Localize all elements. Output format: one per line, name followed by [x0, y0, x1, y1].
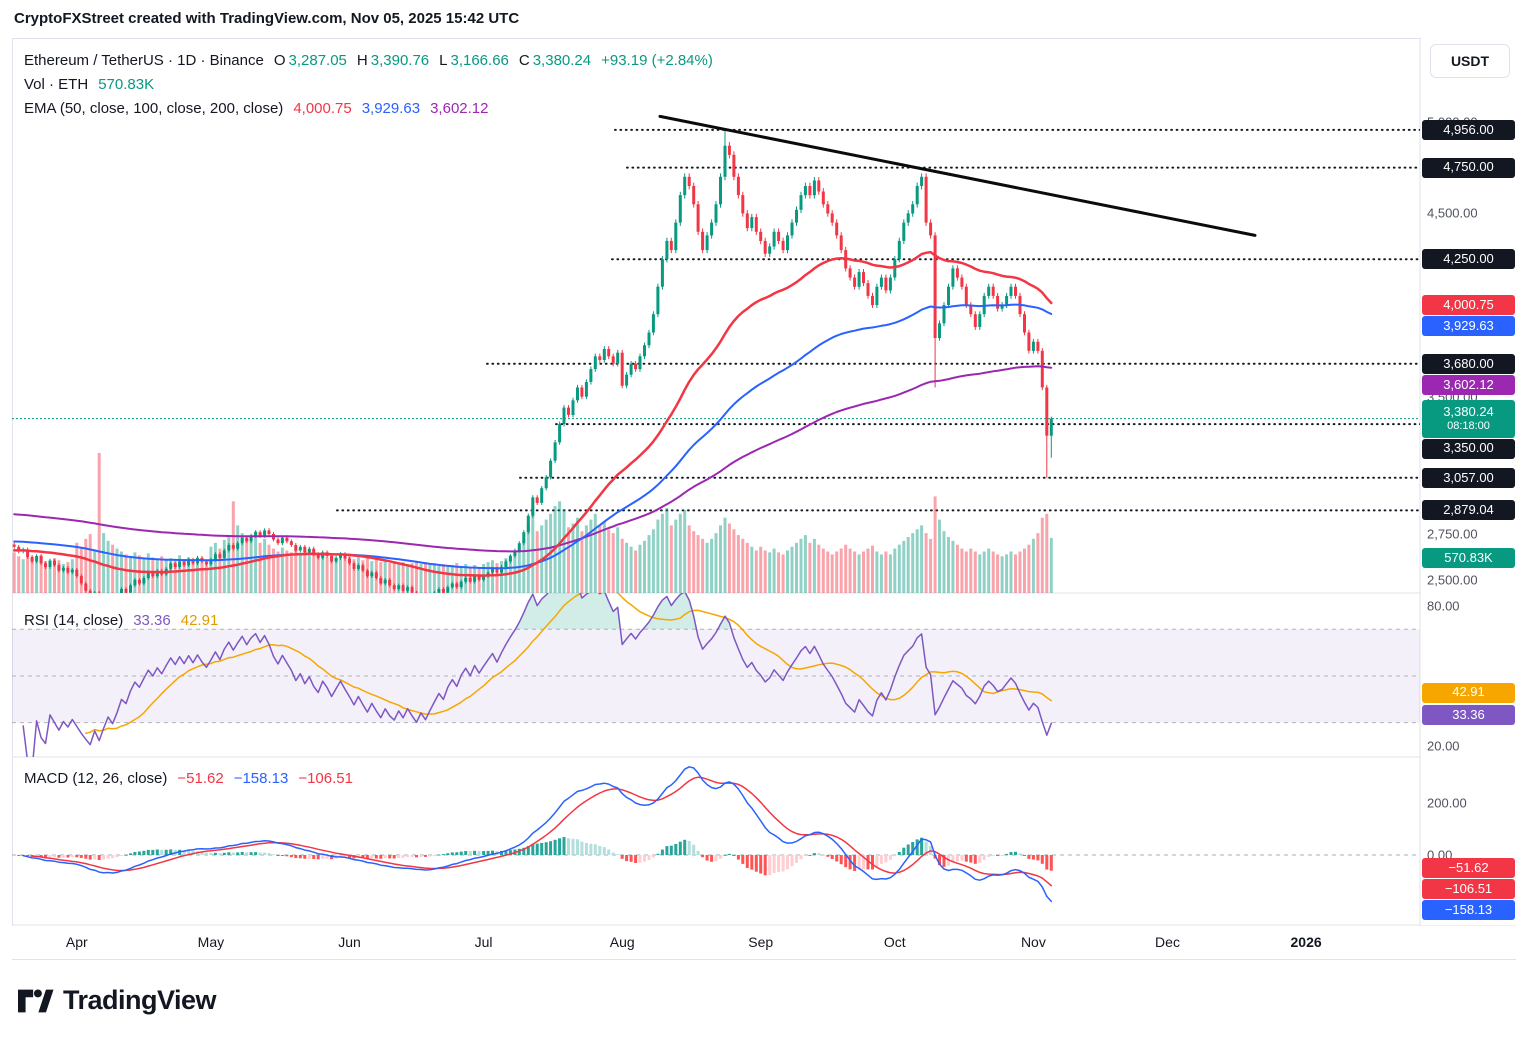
price-badge: 4,956.00: [1422, 119, 1515, 140]
macd-signal-value: −106.51: [298, 769, 353, 787]
time-axis-label: May: [197, 934, 225, 950]
time-axis-label: Apr: [65, 934, 88, 950]
change-value: +93.19 (+2.84%): [601, 51, 713, 69]
attribution-bar: CryptoFXStreet created with TradingView.…: [14, 10, 519, 27]
close-value: 3,380.24: [532, 51, 592, 69]
ema-row: EMA (50, close, 100, close, 200, close) …: [24, 96, 713, 120]
macd-badge: −106.51: [1422, 879, 1515, 900]
time-axis-label: Sep: [748, 934, 774, 950]
attribution-text: CryptoFXStreet created with TradingView.…: [14, 10, 520, 27]
volume-value: 570.83K: [98, 75, 155, 93]
macd-label: MACD (12, 26, close): [24, 769, 168, 787]
rsi-line: [22, 593, 1053, 757]
rsi-overbought-fill: [23, 593, 1052, 630]
time-axis-label: 2026: [1290, 934, 1322, 950]
tradingview-wordmark[interactable]: TradingView: [63, 985, 217, 1015]
rsi-label: RSI (14, close): [24, 611, 124, 629]
time-axis-label: Jun: [338, 934, 361, 950]
high-label: H: [356, 51, 368, 69]
price-axis-label: 2,750.00: [1427, 526, 1478, 542]
ema-label: EMA (50, close, 100, close, 200, close): [24, 99, 284, 117]
ema50-value: 4,000.75: [293, 99, 352, 117]
symbol-legend: Ethereum / TetherUS · 1D · Binance O 3,28…: [24, 48, 713, 120]
volume-label: Vol · ETH: [24, 75, 89, 93]
open-label: O: [273, 51, 286, 69]
price-axis-label: 2,500.00: [1427, 572, 1478, 588]
price-badge: 3,680.00: [1422, 353, 1515, 374]
rsi-axis-label: 20.00: [1427, 738, 1460, 754]
price-badge: 4,000.75: [1422, 294, 1515, 315]
rsi-value: 33.36: [133, 611, 171, 629]
price-badge: 3,057.00: [1422, 467, 1515, 488]
ema100-value: 3,929.63: [361, 99, 421, 117]
time-axis-label: Aug: [609, 934, 635, 950]
macd-histogram: [17, 837, 1053, 876]
symbol-title[interactable]: Ethereum / TetherUS · 1D · Binance: [24, 51, 264, 69]
time-axis-label: Dec: [1155, 934, 1180, 950]
price-badge: 3,602.12: [1422, 374, 1515, 395]
time-axis-label: Oct: [883, 934, 906, 950]
rsi-axis-label: 80.00: [1427, 598, 1460, 614]
footer: TradingView: [18, 985, 217, 1016]
candlestick-series: [12, 129, 1053, 593]
time-axis-label: Jul: [474, 934, 493, 950]
chart-border: [12, 38, 1516, 960]
ema200-line: [13, 365, 1053, 553]
price-badge: 3,380.24 08:18:00: [1422, 399, 1515, 438]
currency-toggle-button[interactable]: USDT: [1430, 44, 1510, 78]
tradingview-logo-icon[interactable]: [18, 986, 54, 1016]
rsi-badge: 42.91: [1422, 682, 1515, 703]
price-badge: 4,750.00: [1422, 157, 1515, 178]
macd-signal-line: [31, 776, 1053, 887]
price-badge: 4,250.00: [1422, 249, 1515, 270]
price-badge: 3,929.63: [1422, 315, 1515, 336]
time-axis-label: Nov: [1020, 934, 1046, 950]
macd-hist-value: −51.62: [177, 769, 224, 787]
rsi-legend: RSI (14, close) 33.36 42.91: [24, 608, 218, 632]
macd-badge: −51.62: [1422, 858, 1515, 879]
symbol-row: Ethereum / TetherUS · 1D · Binance O 3,28…: [24, 48, 713, 72]
price-badge: 2,879.04: [1422, 500, 1515, 521]
price-pane[interactable]: [12, 114, 1420, 620]
macd-axis-label: 200.00: [1427, 795, 1467, 811]
price-badge: 570.83K: [1422, 548, 1515, 568]
low-value: 3,166.66: [450, 51, 509, 69]
volume-row: Vol · ETH 570.83K: [24, 72, 713, 96]
price-axis-label: 4,500.00: [1427, 205, 1478, 221]
trendline[interactable]: [658, 114, 1257, 237]
low-label: L: [439, 51, 448, 69]
time-axis[interactable]: [12, 926, 1516, 959]
close-label: C: [518, 51, 530, 69]
macd-line-value: −158.13: [233, 769, 289, 787]
ema50-line: [12, 250, 1053, 577]
macd-line: [22, 766, 1053, 903]
rsi-ma-line: [85, 593, 1053, 735]
price-badge: 3,350.00: [1422, 438, 1515, 459]
rsi-pane[interactable]: [12, 579, 1420, 769]
macd-legend: MACD (12, 26, close) −51.62 −158.13 −106…: [24, 766, 353, 790]
macd-pane[interactable]: [12, 766, 1420, 903]
macd-badge: −158.13: [1422, 900, 1515, 921]
high-value: 3,390.76: [370, 51, 430, 69]
ema200-value: 3,602.12: [430, 99, 489, 117]
rsi-badge: 33.36: [1422, 704, 1515, 725]
open-value: 3,287.05: [288, 51, 347, 69]
rsi-ma-value: 42.91: [180, 611, 219, 629]
